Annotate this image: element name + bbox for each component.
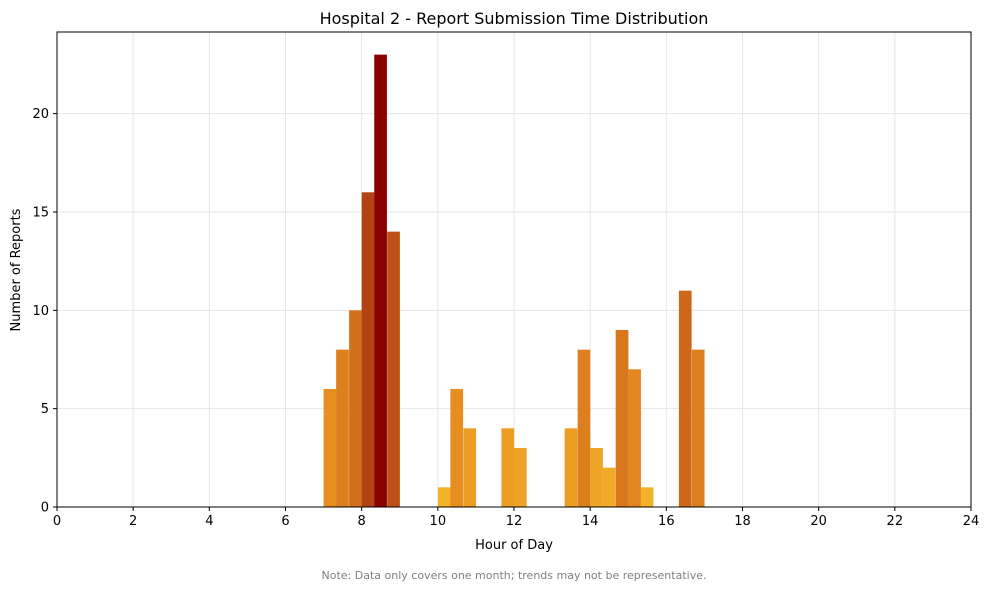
x-axis-label: Hour of Day	[475, 538, 553, 553]
histogram-bar	[602, 467, 616, 507]
y-tick-label: 10	[32, 304, 49, 319]
x-tick-label: 2	[129, 514, 137, 529]
y-tick-label: 15	[32, 205, 49, 220]
x-tick-label: 12	[506, 514, 523, 529]
histogram-bar	[323, 388, 337, 507]
x-tick-label: 14	[582, 514, 599, 529]
histogram-bar	[590, 447, 603, 507]
x-tick-label: 0	[53, 514, 61, 529]
x-tick-label: 18	[734, 514, 751, 529]
histogram-bar	[678, 290, 692, 507]
histogram-bar	[628, 369, 641, 507]
y-axis-ticks: 0 5 10 15 20	[32, 107, 57, 516]
y-tick-label: 20	[32, 107, 49, 122]
x-tick-label: 10	[430, 514, 447, 529]
histogram-bar	[336, 349, 349, 507]
histogram-bar	[564, 428, 578, 507]
x-tick-label: 16	[658, 514, 675, 529]
y-axis-label: Number of Reports	[9, 208, 24, 331]
histogram-bar	[640, 487, 654, 507]
histogram-bar	[501, 428, 515, 507]
footnote: Note: Data only covers one month; trends…	[322, 569, 707, 582]
x-axis-ticks: 0 2 4 6 8 10 12 14 16 18 20 22 24	[53, 507, 979, 529]
x-tick-label: 4	[205, 514, 213, 529]
x-tick-label: 20	[810, 514, 827, 529]
histogram-bar	[514, 447, 527, 507]
y-tick-label: 5	[41, 402, 49, 417]
x-tick-label: 6	[281, 514, 289, 529]
histogram-bar	[361, 192, 375, 507]
x-tick-label: 22	[887, 514, 904, 529]
histogram-bar	[349, 310, 362, 507]
x-tick-label: 8	[358, 514, 366, 529]
y-tick-label: 0	[41, 501, 49, 516]
histogram-bar	[387, 231, 400, 507]
histogram-bar	[450, 388, 464, 507]
histogram-bar	[615, 329, 629, 507]
bars	[323, 54, 705, 507]
x-tick-label: 24	[963, 514, 980, 529]
histogram-bar	[374, 54, 387, 507]
histogram-bar	[691, 349, 705, 507]
chart-title: Hospital 2 - Report Submission Time Dist…	[320, 9, 709, 28]
histogram-bar	[577, 349, 591, 507]
histogram-bar	[437, 487, 451, 507]
histogram-bar	[463, 428, 477, 507]
